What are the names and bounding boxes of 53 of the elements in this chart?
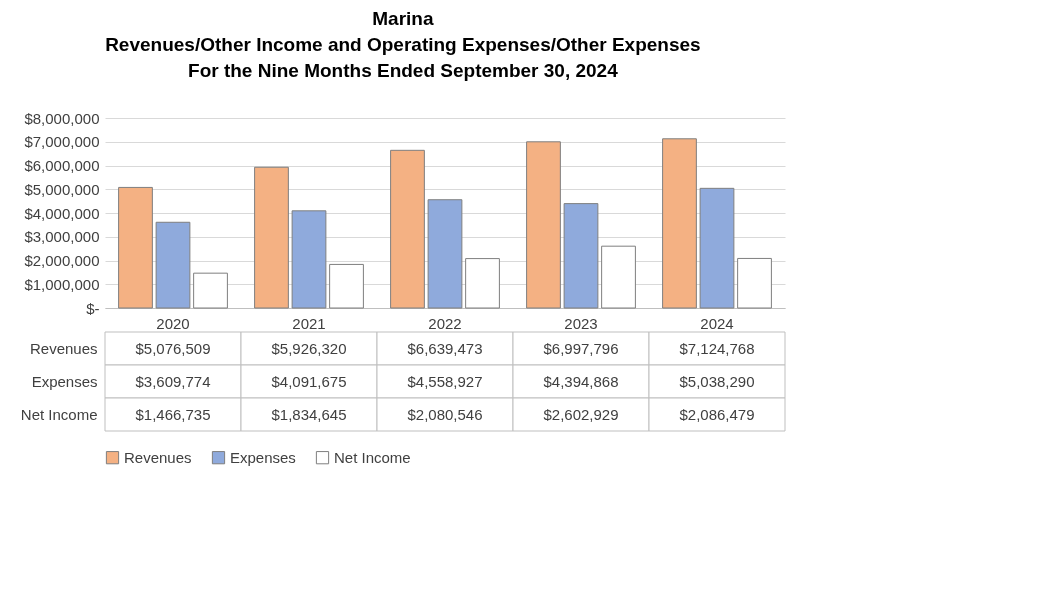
y-tick-label: $7,000,000 (24, 133, 100, 151)
bar (390, 149, 425, 309)
legend-label: Revenues (124, 448, 192, 466)
y-tick-label: $8,000,000 (24, 109, 100, 127)
text: Net Income (20, 405, 98, 423)
y-tick-label: $1,000,000 (24, 275, 100, 293)
x-tick-label: 2024 (700, 314, 734, 332)
data-label: $6,997,796 (543, 339, 619, 357)
data-label: $4,091,675 (271, 372, 347, 390)
legend-label: Net Income (334, 448, 411, 466)
data-label: $5,926,320 (271, 339, 347, 357)
data-label: $7,124,768 (679, 339, 755, 357)
bar (254, 166, 289, 309)
bar (662, 138, 697, 309)
data-label: $1,466,735 (135, 405, 211, 423)
data-label: $6,639,473 (407, 339, 483, 357)
data-label: $5,038,290 (679, 372, 755, 390)
y-tick-label: $4,000,000 (24, 204, 100, 222)
bar (329, 263, 364, 309)
legend-label: Expenses (230, 448, 296, 466)
text: Revenues/Other Income and Operating Expenses/Other Expenses (105, 34, 701, 55)
data-label: $1,834,645 (271, 405, 347, 423)
bar (118, 186, 153, 309)
y-tick-label: $5,000,000 (24, 180, 100, 198)
bar (427, 199, 463, 309)
bar (699, 187, 735, 309)
y-tick-label: $3,000,000 (24, 228, 100, 246)
text: Marina (372, 8, 434, 29)
bar (526, 141, 561, 309)
bar (563, 203, 599, 309)
text: Revenues (29, 339, 98, 357)
x-tick-label: 2022 (428, 314, 462, 332)
bar (193, 272, 228, 309)
y-tick-label: $6,000,000 (24, 157, 100, 174)
x-tick-label: 2023 (564, 314, 598, 332)
bar (465, 258, 500, 309)
x-tick-label: 2020 (156, 314, 190, 332)
bar (291, 210, 327, 309)
data-label: $4,558,927 (407, 372, 483, 390)
y-tick-label: $- (86, 299, 100, 317)
data-label: $3,609,774 (135, 372, 211, 390)
data-label: $2,602,929 (543, 405, 619, 423)
text: For the Nine Months Ended September 30, 2024 (188, 60, 618, 81)
y-tick-label: $2,000,000 (24, 252, 100, 269)
data-label: $2,080,546 (407, 405, 483, 423)
bar (601, 245, 636, 309)
bar (155, 221, 191, 309)
data-label: $5,076,509 (135, 339, 211, 357)
data-label: $4,394,868 (543, 372, 619, 390)
x-tick-label: 2021 (292, 314, 326, 332)
bar (737, 257, 772, 309)
data-label: $2,086,479 (679, 405, 755, 423)
text: Expenses (31, 372, 98, 390)
